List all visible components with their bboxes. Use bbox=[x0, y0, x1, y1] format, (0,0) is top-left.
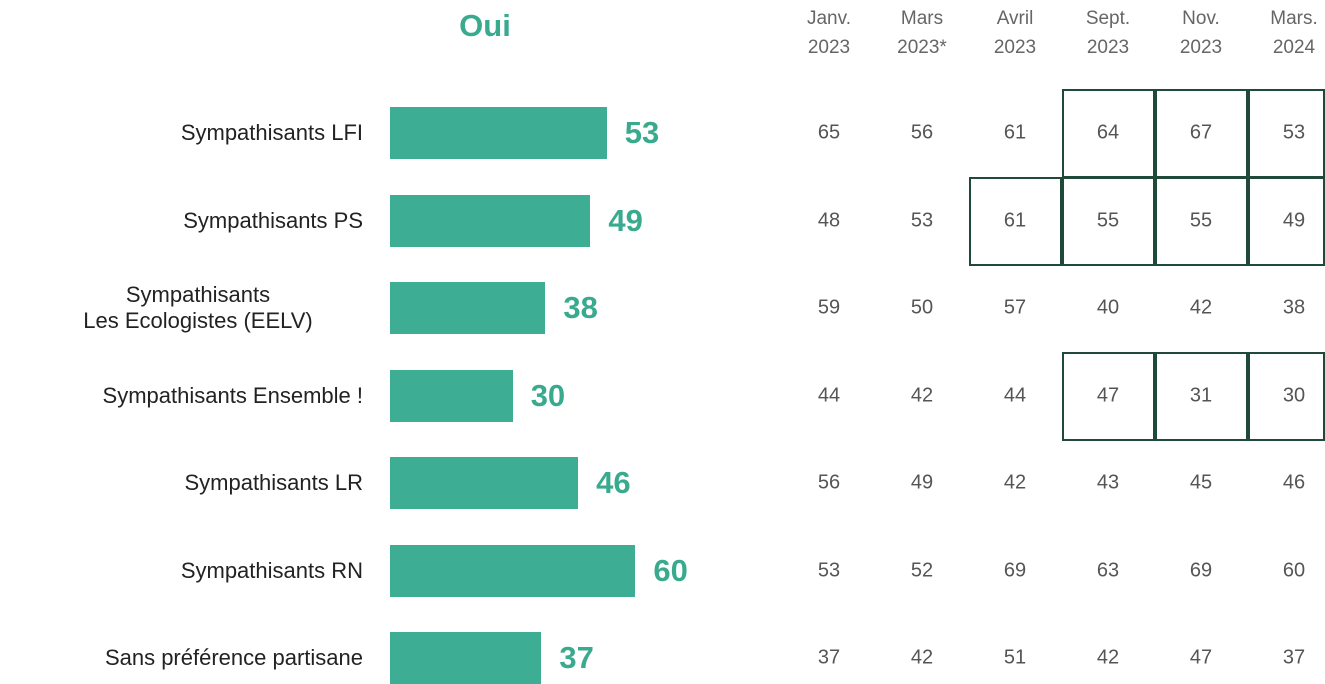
table-cell: 31 bbox=[1156, 384, 1246, 407]
table-cell: 64 bbox=[1063, 122, 1153, 145]
table-cell: 55 bbox=[1063, 209, 1153, 232]
column-header: Mars. 2024 bbox=[1249, 4, 1325, 62]
table-cell: 42 bbox=[970, 472, 1060, 495]
column-header: Nov. 2023 bbox=[1156, 4, 1246, 62]
table-cell: 40 bbox=[1063, 297, 1153, 320]
table-cell: 45 bbox=[1156, 472, 1246, 495]
column-header: Janv. 2023 bbox=[784, 4, 874, 62]
table-cell: 44 bbox=[970, 384, 1060, 407]
table-cell: 48 bbox=[784, 209, 874, 232]
table-cell: 37 bbox=[784, 647, 874, 670]
table-cell: 65 bbox=[784, 122, 874, 145]
table-cell: 61 bbox=[970, 122, 1060, 145]
table-cell: 56 bbox=[784, 472, 874, 495]
table-cell: 60 bbox=[1249, 559, 1325, 582]
value-label: 60 bbox=[653, 553, 687, 589]
table-cell: 37 bbox=[1249, 647, 1325, 670]
table-cell: 56 bbox=[877, 122, 967, 145]
table-cell: 52 bbox=[877, 559, 967, 582]
column-header: Mars 2023* bbox=[877, 4, 967, 62]
table-cell: 51 bbox=[970, 647, 1060, 670]
table-cell: 55 bbox=[1156, 209, 1246, 232]
table-cell: 49 bbox=[1249, 209, 1325, 232]
category-label: Sympathisants LFI bbox=[0, 120, 363, 146]
category-label: Sympathisants LR bbox=[0, 470, 363, 496]
table-cell: 47 bbox=[1063, 384, 1153, 407]
chart-title: Oui bbox=[385, 8, 585, 44]
value-label: 49 bbox=[608, 203, 642, 239]
table-cell: 67 bbox=[1156, 122, 1246, 145]
value-label: 46 bbox=[596, 465, 630, 501]
bar bbox=[390, 107, 607, 159]
bar bbox=[390, 370, 513, 422]
category-label: Sympathisants Les Ecologistes (EELV) bbox=[33, 282, 363, 334]
value-label: 30 bbox=[531, 378, 565, 414]
table-cell: 49 bbox=[877, 472, 967, 495]
table-cell: 47 bbox=[1156, 647, 1246, 670]
table-cell: 69 bbox=[970, 559, 1060, 582]
bar bbox=[390, 195, 590, 247]
column-header: Avril 2023 bbox=[970, 4, 1060, 62]
table-cell: 59 bbox=[784, 297, 874, 320]
table-cell: 30 bbox=[1249, 384, 1325, 407]
table-cell: 42 bbox=[1063, 647, 1153, 670]
bar bbox=[390, 457, 578, 509]
value-label: 38 bbox=[563, 290, 597, 326]
category-label: Sans préférence partisane bbox=[0, 645, 363, 671]
value-label: 37 bbox=[559, 640, 593, 676]
table-cell: 53 bbox=[877, 209, 967, 232]
column-header: Sept. 2023 bbox=[1063, 4, 1153, 62]
table-cell: 50 bbox=[877, 297, 967, 320]
table-cell: 61 bbox=[970, 209, 1060, 232]
table-cell: 44 bbox=[784, 384, 874, 407]
table-cell: 53 bbox=[1249, 122, 1325, 145]
table-cell: 57 bbox=[970, 297, 1060, 320]
value-label: 53 bbox=[625, 115, 659, 151]
category-label: Sympathisants PS bbox=[0, 208, 363, 234]
bar bbox=[390, 282, 545, 334]
category-label: Sympathisants Ensemble ! bbox=[0, 383, 363, 409]
table-cell: 69 bbox=[1156, 559, 1246, 582]
bar bbox=[390, 545, 635, 597]
table-cell: 53 bbox=[784, 559, 874, 582]
bar bbox=[390, 632, 541, 684]
table-cell: 42 bbox=[877, 384, 967, 407]
table-cell: 46 bbox=[1249, 472, 1325, 495]
table-cell: 42 bbox=[877, 647, 967, 670]
category-label: Sympathisants RN bbox=[0, 558, 363, 584]
table-cell: 42 bbox=[1156, 297, 1246, 320]
table-cell: 63 bbox=[1063, 559, 1153, 582]
table-cell: 43 bbox=[1063, 472, 1153, 495]
table-cell: 38 bbox=[1249, 297, 1325, 320]
